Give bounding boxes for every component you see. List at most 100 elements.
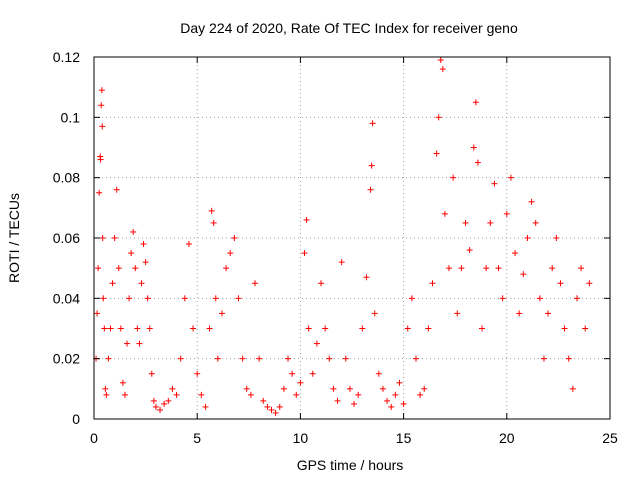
data-point <box>260 397 267 404</box>
data-point <box>101 325 108 332</box>
data-point <box>512 250 519 257</box>
data-point <box>136 340 143 347</box>
data-point <box>437 57 444 64</box>
data-point <box>532 219 539 226</box>
y-tick-label: 0.06 <box>53 230 80 246</box>
data-points <box>93 57 593 416</box>
data-point <box>520 271 527 278</box>
data-point <box>103 391 110 398</box>
data-point <box>524 235 531 241</box>
data-point <box>439 66 446 73</box>
data-point <box>206 325 213 332</box>
y-tick-label: 0.12 <box>53 49 80 65</box>
y-tick-label: 0.04 <box>53 290 80 306</box>
data-point <box>227 250 234 257</box>
data-point <box>194 370 201 377</box>
data-point <box>107 325 114 332</box>
data-point <box>251 280 258 287</box>
data-point <box>119 379 126 386</box>
y-tick-label: 0 <box>72 411 80 427</box>
data-point <box>301 250 308 257</box>
data-point <box>351 400 358 407</box>
data-point <box>553 235 560 241</box>
data-point <box>256 355 263 362</box>
data-point <box>466 247 473 254</box>
data-point <box>297 379 304 386</box>
data-point <box>470 144 477 151</box>
data-point <box>134 325 141 332</box>
data-point <box>223 265 230 272</box>
data-point <box>214 355 221 362</box>
x-tick-labels: 0 5 10 15 20 25 <box>90 430 618 446</box>
data-point <box>569 385 576 392</box>
data-point <box>208 207 215 214</box>
data-point <box>157 406 164 413</box>
data-point <box>138 280 145 287</box>
data-point <box>117 325 124 332</box>
data-point <box>121 391 128 398</box>
data-point <box>330 385 337 392</box>
x-axis-label: GPS time / hours <box>297 457 404 473</box>
x-tick-label: 0 <box>90 430 98 446</box>
data-point <box>130 228 137 235</box>
data-point <box>268 406 275 413</box>
grid-lines <box>94 57 610 419</box>
data-point <box>458 265 465 272</box>
data-point <box>474 159 481 166</box>
data-point <box>152 403 159 410</box>
data-point <box>446 265 453 272</box>
data-point <box>272 409 279 416</box>
data-point <box>95 265 102 272</box>
data-point <box>392 391 399 398</box>
data-point <box>198 391 205 398</box>
data-point <box>102 385 109 392</box>
y-axis-label: ROTI / TECUs <box>6 193 22 283</box>
data-point <box>408 295 415 302</box>
data-point <box>126 295 133 302</box>
x-tick-label: 10 <box>293 430 309 446</box>
data-point <box>142 259 149 266</box>
data-point <box>435 114 442 121</box>
data-point <box>239 355 246 362</box>
data-point <box>322 325 329 332</box>
data-point <box>115 265 122 272</box>
data-point <box>479 325 486 332</box>
x-tick-label: 5 <box>193 430 201 446</box>
data-point <box>150 397 157 404</box>
data-point <box>185 241 192 248</box>
data-point <box>181 295 188 302</box>
chart-title: Day 224 of 2020, Rate Of TEC Index for r… <box>180 20 518 36</box>
data-point <box>169 385 176 392</box>
data-point <box>289 370 296 377</box>
data-point <box>338 259 345 266</box>
data-point <box>450 174 457 181</box>
data-point <box>173 391 180 398</box>
data-point <box>98 102 105 109</box>
y-tick-label: 0.08 <box>53 170 80 186</box>
data-point <box>98 87 105 94</box>
data-point <box>140 241 147 248</box>
data-point <box>318 280 325 287</box>
data-point <box>503 210 510 217</box>
data-point <box>293 391 300 398</box>
data-point <box>540 355 547 362</box>
data-point <box>313 340 320 347</box>
data-point <box>280 385 287 392</box>
data-point <box>561 325 568 332</box>
data-point <box>404 325 411 332</box>
data-point <box>202 403 209 410</box>
data-point <box>303 216 310 223</box>
data-point <box>425 325 432 332</box>
y-tick-label: 0.1 <box>61 109 81 125</box>
data-point <box>379 385 386 392</box>
data-point <box>342 355 349 362</box>
data-point <box>472 99 479 106</box>
data-point <box>132 265 139 272</box>
data-point <box>124 340 131 347</box>
data-point <box>128 250 135 257</box>
data-point <box>516 310 523 317</box>
data-point <box>100 295 107 302</box>
y-tick-label: 0.02 <box>53 351 80 367</box>
data-point <box>499 295 506 302</box>
